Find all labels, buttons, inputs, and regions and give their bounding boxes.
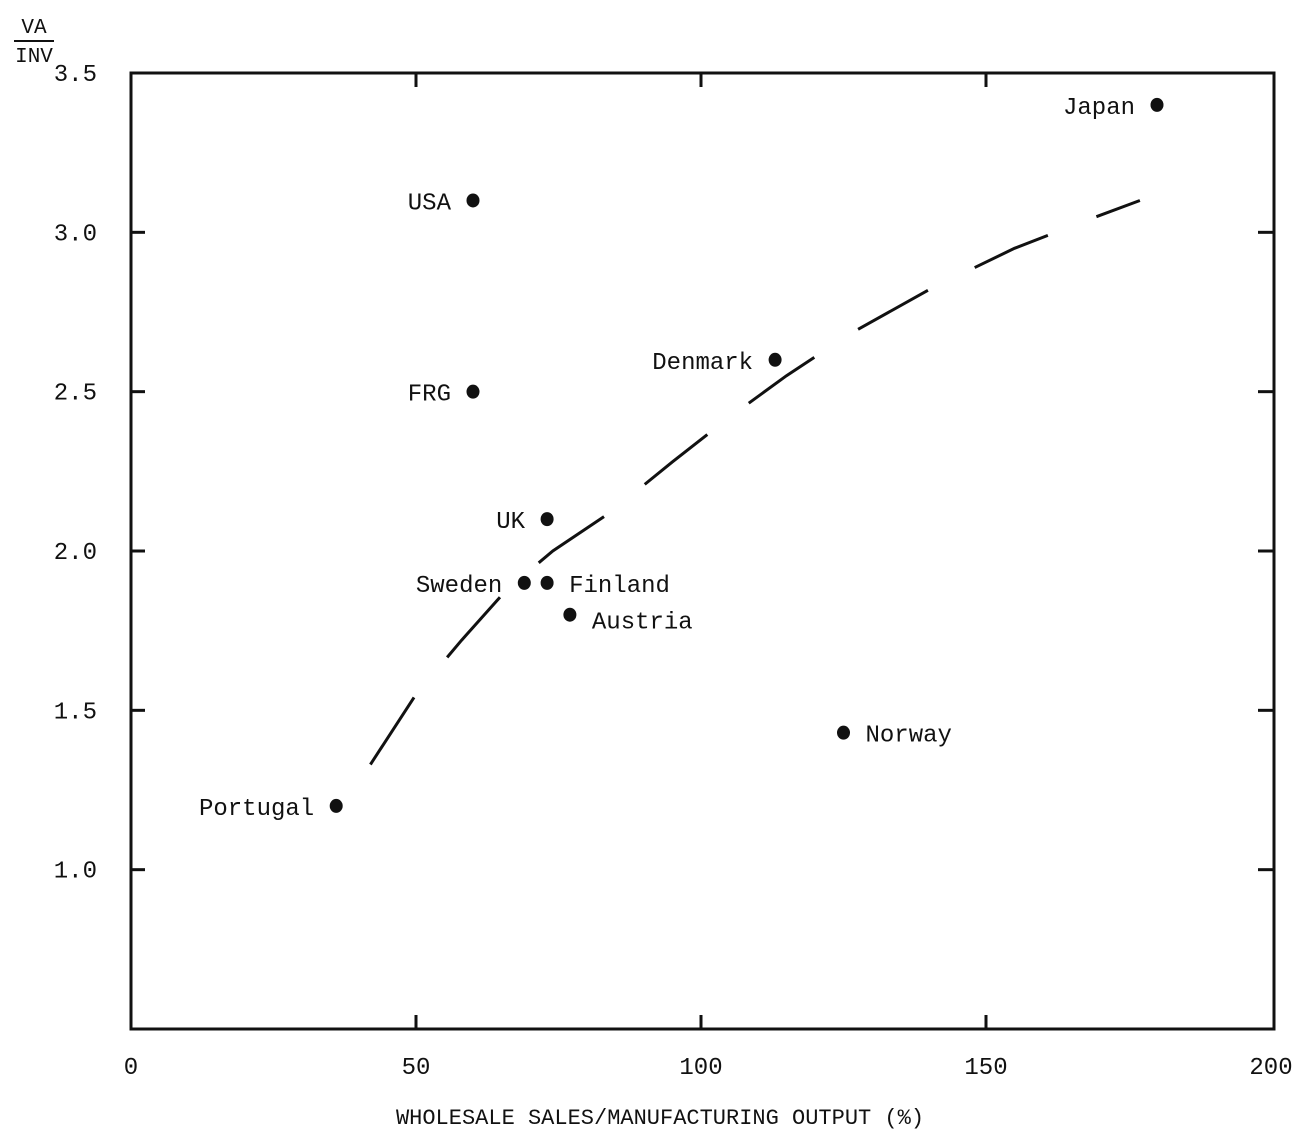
trend-line: [369, 199, 1141, 766]
axis-ticks: 0 50 100 150 200 1.0 1.5 2.0 2.5 3.0 3.5: [54, 62, 1293, 1082]
data-point: [517, 575, 531, 590]
y-tick-label: 1.5: [54, 699, 97, 726]
data-point: [466, 193, 480, 208]
point-label: Austria: [592, 610, 693, 637]
point-labels: Japan USA FRG Denmark UK Sweden Finland Austria…: [199, 95, 1135, 823]
data-points: [329, 97, 1164, 813]
trend-line-path: [369, 199, 1141, 766]
point-label: Norway: [866, 723, 952, 750]
x-axis-title: WHOLESALE SALES/MANUFACTURING OUTPUT (%): [396, 1106, 924, 1131]
y-tick-label: 3.5: [54, 62, 97, 89]
data-point: [837, 725, 850, 740]
y-tick-label: 2.0: [54, 540, 97, 567]
point-label: Finland: [569, 573, 670, 600]
x-tick-label: 200: [1249, 1055, 1292, 1082]
y-tick-label: 1.0: [54, 859, 97, 886]
point-label: UK: [496, 509, 525, 536]
plot-frame: [129, 71, 1276, 1031]
data-point: [329, 798, 343, 813]
point-label: FRG: [408, 382, 451, 409]
point-label: Portugal: [199, 796, 314, 823]
x-tick-label: 50: [402, 1055, 431, 1082]
y-tick-label: 3.0: [54, 221, 97, 248]
point-label: Japan: [1063, 95, 1135, 122]
point-label: Sweden: [416, 573, 502, 600]
y-axis-label-numerator: VA: [21, 17, 47, 40]
point-label: Denmark: [652, 350, 753, 377]
x-tick-label: 0: [124, 1055, 138, 1082]
x-tick-label: 150: [964, 1055, 1007, 1082]
data-point: [540, 575, 554, 590]
x-tick-label: 100: [679, 1055, 722, 1082]
y-tick-label: 2.5: [54, 381, 97, 408]
y-axis-label-denominator: INV: [15, 46, 53, 69]
data-point: [768, 352, 782, 367]
point-label: USA: [408, 190, 452, 217]
data-point: [563, 607, 577, 622]
data-point: [540, 512, 554, 527]
data-point: [466, 384, 480, 399]
data-point: [1150, 97, 1164, 112]
